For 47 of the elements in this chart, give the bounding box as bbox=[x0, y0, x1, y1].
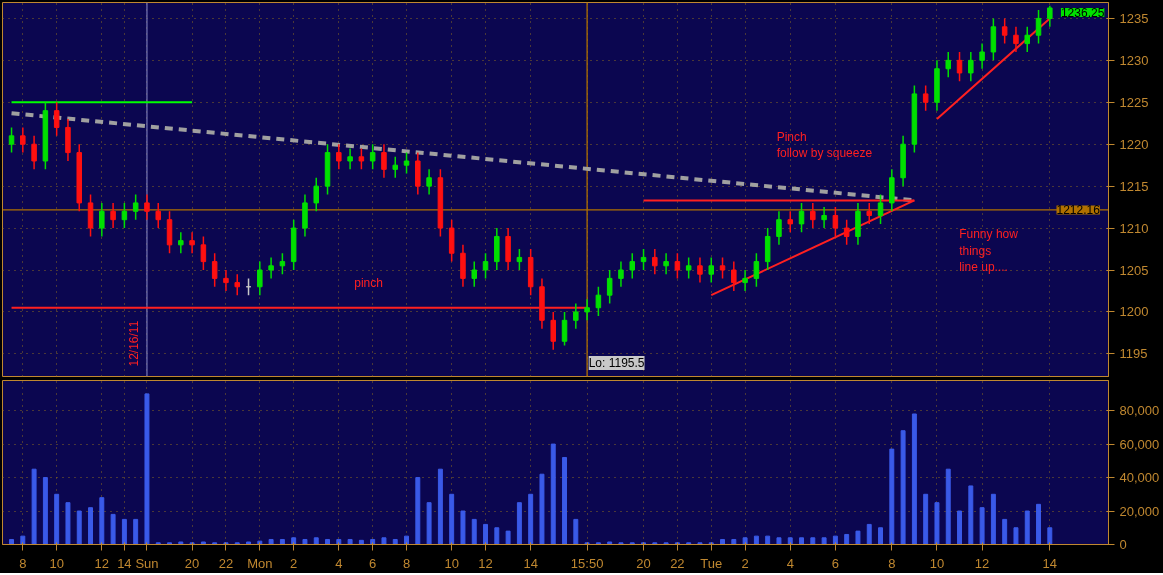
x-tick-label: 2 bbox=[290, 555, 298, 571]
x-tick-label: 12 bbox=[94, 555, 110, 571]
x-tick-label: 10 bbox=[929, 555, 945, 571]
text: 1236.25 bbox=[1060, 6, 1105, 21]
x-tick-label: 14 bbox=[523, 555, 538, 571]
y-tick-label: 1230 bbox=[1119, 52, 1149, 68]
x-tick-label: 4 bbox=[335, 555, 343, 571]
x-tick-label: 12 bbox=[478, 555, 493, 571]
y-tick-label: 1205 bbox=[1119, 262, 1149, 278]
x-tick-label: 6 bbox=[831, 555, 840, 571]
y-tick-label: 1225 bbox=[1119, 94, 1149, 110]
x-tick-label: 8 bbox=[402, 555, 411, 571]
y-tick-label: 20,000 bbox=[1119, 503, 1160, 519]
x-tick-label: 14 bbox=[117, 555, 132, 571]
annotation: pinch bbox=[354, 275, 383, 290]
x-tick-label: 20 bbox=[184, 555, 200, 571]
x-tick-label: 2 bbox=[741, 555, 749, 571]
x-tick-label: 22 bbox=[218, 555, 234, 571]
ref-line-label: 1212.16 bbox=[1056, 203, 1101, 218]
y-tick-label: 1195 bbox=[1119, 346, 1148, 362]
y-tick-label: 1220 bbox=[1119, 136, 1149, 152]
x-tick-label: 10 bbox=[444, 555, 459, 571]
y-tick-label: 1235 bbox=[1119, 10, 1149, 26]
annotation: Lo: 1195.5 bbox=[588, 355, 645, 370]
x-tick-label: 14 bbox=[1042, 555, 1058, 571]
x-tick-label: 8 bbox=[19, 555, 27, 571]
x-tick-label: 8 bbox=[888, 555, 896, 571]
x-tick-label: 4 bbox=[786, 555, 794, 571]
x-tick-label: Sun bbox=[135, 555, 159, 571]
annotation: Funny how things line up.... bbox=[959, 226, 1019, 275]
x-tick-label: Mon bbox=[247, 555, 273, 571]
x-tick-label: Tue bbox=[700, 555, 723, 571]
y-tick-label: 40,000 bbox=[1119, 470, 1160, 486]
x-tick-label: 15:50 bbox=[570, 555, 604, 571]
y-tick-label: 1215 bbox=[1119, 178, 1149, 194]
y-tick-label: 0 bbox=[1119, 537, 1127, 552]
x-tick-label: 12 bbox=[974, 555, 990, 571]
y-tick-label: 60,000 bbox=[1119, 436, 1160, 452]
annotation: Pinch follow by squeeze bbox=[776, 129, 873, 161]
x-tick-label: 6 bbox=[369, 555, 377, 571]
ref-line-label: 12/16/11 bbox=[126, 320, 141, 367]
x-tick-label: 20 bbox=[636, 555, 651, 571]
x-tick-label: 22 bbox=[670, 555, 685, 571]
y-tick-label: 80,000 bbox=[1119, 403, 1160, 419]
y-tick-label: 1210 bbox=[1119, 220, 1149, 236]
x-tick-label: 10 bbox=[49, 555, 64, 571]
y-tick-label: 1200 bbox=[1119, 304, 1149, 320]
